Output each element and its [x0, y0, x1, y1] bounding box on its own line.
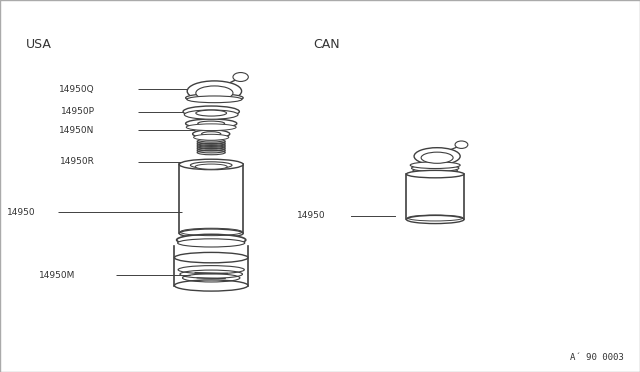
- Ellipse shape: [174, 252, 248, 263]
- Text: 14950N: 14950N: [60, 126, 95, 135]
- Ellipse shape: [178, 239, 245, 247]
- Bar: [179, 132, 243, 234]
- Circle shape: [233, 73, 248, 81]
- Text: 14950R: 14950R: [60, 157, 95, 166]
- Ellipse shape: [410, 162, 460, 169]
- Ellipse shape: [412, 165, 459, 171]
- Ellipse shape: [177, 234, 246, 246]
- Ellipse shape: [186, 94, 243, 102]
- Text: 14950M: 14950M: [39, 271, 76, 280]
- Text: CAN: CAN: [314, 38, 340, 51]
- Text: A´ 90 0003: A´ 90 0003: [570, 353, 624, 362]
- Ellipse shape: [183, 106, 239, 117]
- Ellipse shape: [184, 110, 238, 119]
- Ellipse shape: [194, 134, 229, 140]
- Text: USA: USA: [26, 38, 51, 51]
- Ellipse shape: [186, 119, 237, 128]
- Bar: [406, 174, 464, 219]
- Ellipse shape: [414, 148, 460, 165]
- Ellipse shape: [196, 110, 227, 116]
- Ellipse shape: [196, 86, 233, 100]
- Ellipse shape: [179, 229, 243, 238]
- Text: 14950P: 14950P: [61, 107, 95, 116]
- Text: 14950: 14950: [296, 211, 325, 220]
- Ellipse shape: [413, 168, 458, 174]
- Bar: [174, 230, 248, 286]
- Text: 14950Q: 14950Q: [59, 85, 95, 94]
- Ellipse shape: [179, 159, 243, 170]
- Ellipse shape: [406, 170, 464, 178]
- Ellipse shape: [174, 280, 248, 291]
- Ellipse shape: [187, 81, 242, 101]
- Ellipse shape: [191, 162, 232, 169]
- Ellipse shape: [187, 96, 242, 103]
- Ellipse shape: [186, 124, 236, 131]
- Ellipse shape: [406, 215, 464, 224]
- Ellipse shape: [202, 132, 221, 136]
- Ellipse shape: [198, 121, 225, 126]
- Text: 14950: 14950: [6, 208, 35, 217]
- Ellipse shape: [195, 164, 227, 169]
- Ellipse shape: [421, 152, 453, 163]
- Ellipse shape: [193, 130, 230, 138]
- Circle shape: [455, 141, 468, 148]
